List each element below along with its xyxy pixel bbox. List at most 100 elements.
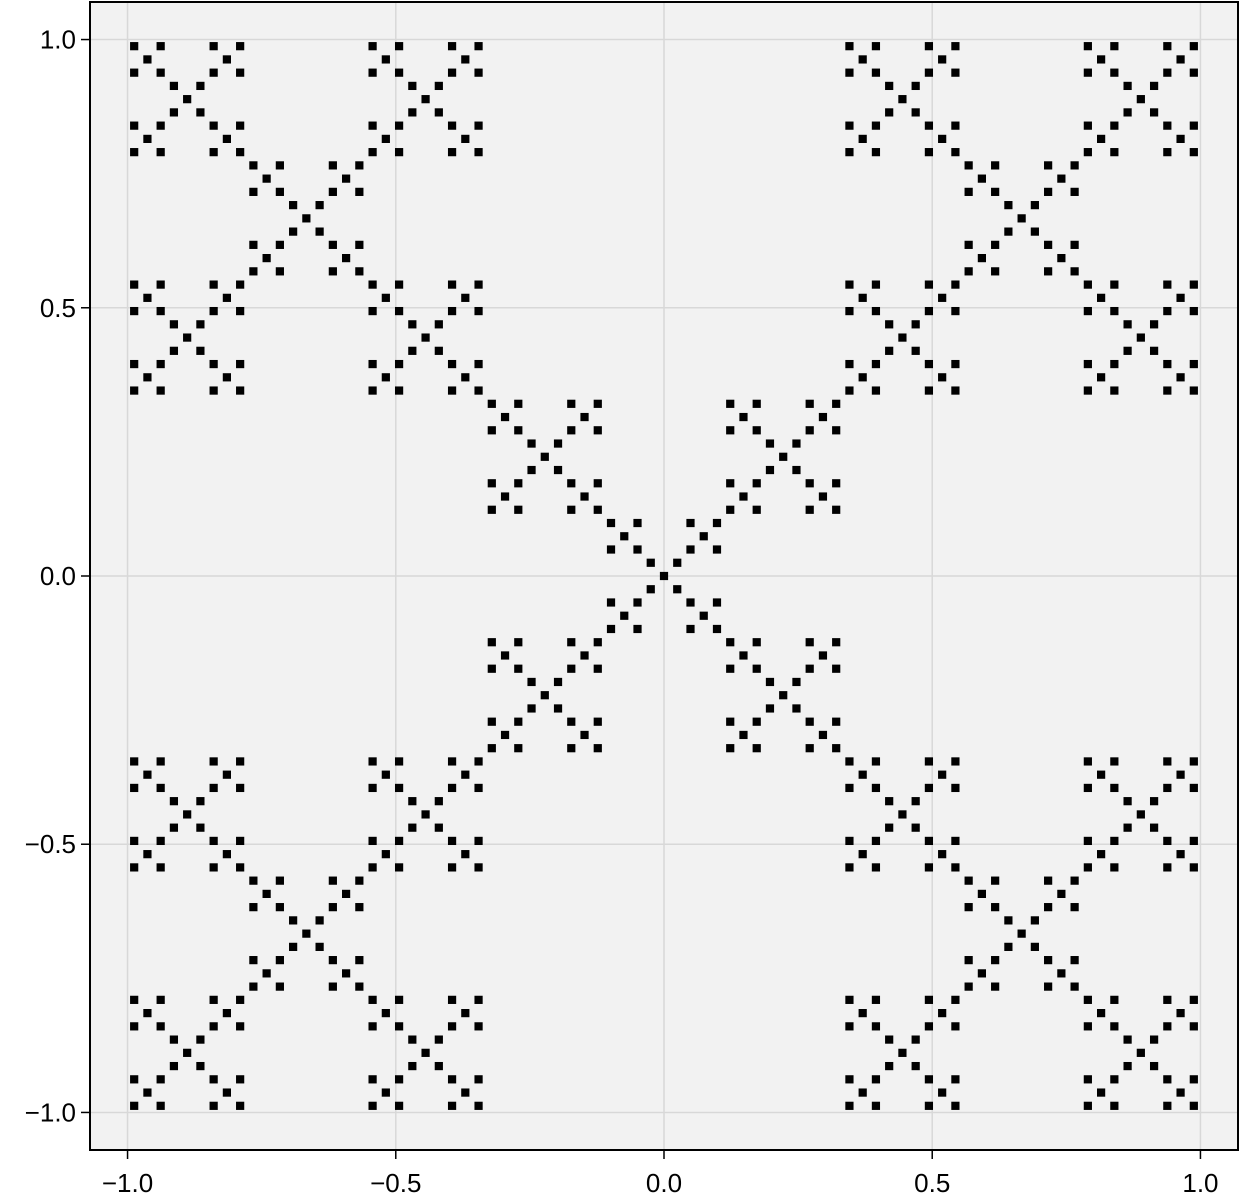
data-point — [1110, 757, 1119, 766]
data-point — [858, 134, 867, 143]
data-point — [951, 836, 960, 846]
data-point — [381, 1009, 390, 1018]
data-point — [845, 306, 854, 316]
data-point — [1097, 373, 1106, 382]
data-point — [1176, 55, 1185, 64]
data-point — [593, 426, 602, 435]
data-point — [686, 518, 695, 528]
data-point — [130, 1022, 139, 1031]
data-point — [924, 836, 934, 846]
y-tick-label: 1.0 — [40, 25, 76, 55]
data-point — [633, 545, 642, 554]
data-point — [434, 1061, 443, 1071]
data-point — [222, 134, 231, 143]
data-point — [805, 426, 814, 435]
data-point — [553, 465, 563, 475]
data-point — [1097, 770, 1106, 779]
data-point — [871, 148, 881, 157]
data-point — [885, 823, 894, 832]
data-point — [951, 42, 960, 51]
data-point — [236, 148, 245, 157]
data-point — [858, 373, 867, 382]
data-point — [368, 386, 377, 395]
data-point — [381, 293, 390, 302]
data-point — [1136, 333, 1145, 342]
data-point — [249, 956, 258, 965]
data-point — [275, 956, 284, 965]
data-point — [845, 42, 854, 51]
data-point — [1083, 359, 1092, 369]
data-point — [1030, 942, 1039, 951]
data-point — [236, 386, 245, 395]
data-point — [143, 55, 152, 64]
data-point — [262, 889, 271, 899]
data-point — [143, 1009, 152, 1018]
data-point — [567, 744, 576, 753]
data-point — [871, 995, 881, 1004]
data-point — [447, 280, 457, 289]
data-point — [275, 240, 284, 249]
data-point — [1149, 108, 1159, 117]
data-point — [1149, 797, 1159, 806]
data-point — [991, 876, 1000, 885]
data-point — [196, 320, 205, 329]
data-point — [620, 532, 629, 541]
data-point — [1004, 201, 1013, 210]
data-point — [1123, 320, 1132, 329]
data-point — [633, 598, 642, 607]
data-point — [567, 479, 576, 488]
data-point — [249, 161, 258, 170]
data-point — [633, 518, 642, 528]
data-point — [580, 492, 589, 501]
data-point — [474, 836, 483, 846]
data-point — [474, 42, 483, 51]
data-point — [527, 704, 536, 713]
data-point — [196, 108, 205, 117]
data-point — [315, 916, 324, 925]
data-point — [540, 691, 549, 700]
data-point — [1163, 995, 1172, 1004]
data-point — [1097, 293, 1106, 302]
data-point — [726, 479, 735, 488]
data-point — [1163, 1022, 1172, 1031]
x-tick-label: 0.0 — [646, 1168, 682, 1198]
data-point — [938, 55, 947, 64]
data-point — [1189, 863, 1198, 872]
data-point — [686, 545, 695, 554]
data-point — [1004, 916, 1013, 925]
data-point — [447, 386, 457, 395]
data-point — [368, 121, 377, 130]
data-point — [394, 1022, 404, 1031]
data-point — [183, 1048, 192, 1057]
data-point — [394, 359, 404, 369]
data-point — [1163, 757, 1172, 766]
data-point — [911, 797, 920, 806]
data-point — [1097, 1088, 1106, 1097]
data-point — [355, 903, 364, 912]
scatter-points — [130, 42, 1198, 1110]
data-point — [394, 280, 404, 289]
data-point — [236, 280, 245, 289]
data-point — [1176, 850, 1185, 859]
data-point — [924, 1101, 934, 1110]
data-point — [924, 68, 934, 77]
data-point — [977, 969, 987, 978]
data-point — [1070, 956, 1079, 965]
data-point — [1176, 134, 1185, 143]
data-point — [1110, 995, 1119, 1004]
data-point — [845, 1022, 854, 1031]
data-point — [514, 479, 523, 488]
data-point — [461, 293, 470, 302]
data-point — [368, 306, 377, 316]
data-point — [673, 585, 682, 594]
data-point — [951, 359, 960, 369]
data-point — [1030, 227, 1039, 236]
data-point — [156, 359, 165, 369]
data-point — [726, 744, 735, 753]
data-point — [1163, 68, 1172, 77]
data-point — [1057, 174, 1066, 183]
data-point — [275, 187, 284, 196]
data-point — [368, 1075, 377, 1084]
data-point — [1110, 280, 1119, 289]
data-point — [408, 1061, 417, 1071]
